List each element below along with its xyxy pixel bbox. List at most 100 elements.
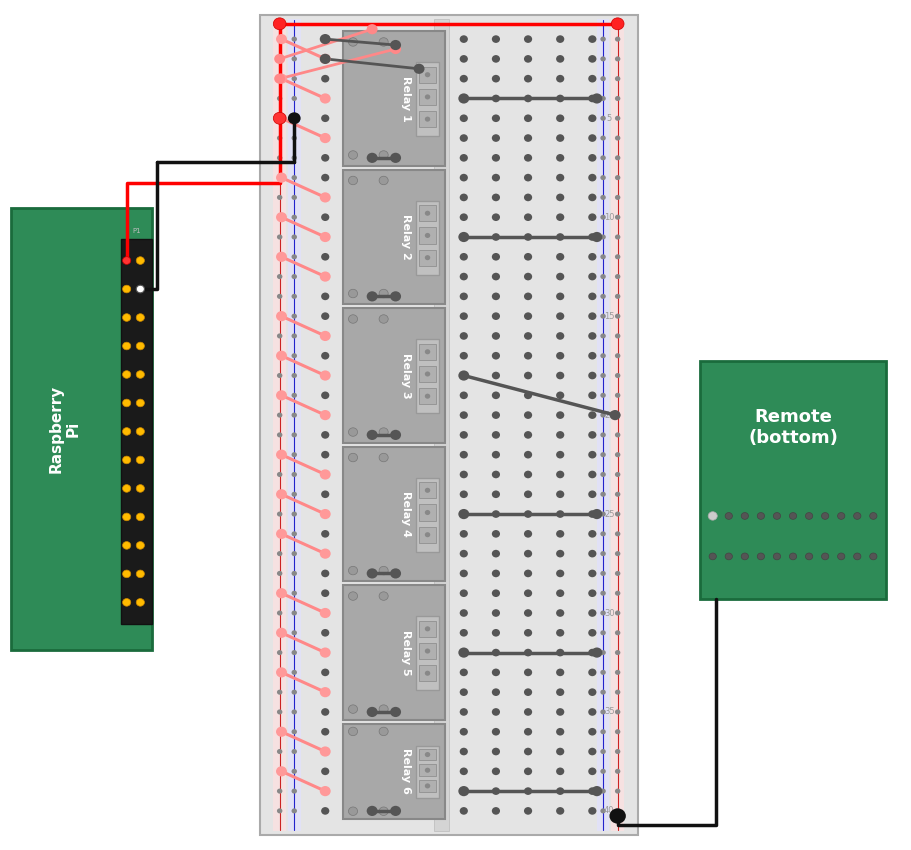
Circle shape — [492, 550, 500, 558]
Circle shape — [458, 648, 469, 658]
Circle shape — [379, 705, 388, 713]
Circle shape — [556, 530, 564, 538]
Bar — [343, 170, 445, 304]
Circle shape — [123, 484, 131, 492]
Circle shape — [368, 570, 376, 577]
Circle shape — [344, 312, 353, 320]
Circle shape — [492, 292, 500, 300]
Circle shape — [589, 134, 597, 142]
Circle shape — [366, 24, 378, 34]
Circle shape — [277, 235, 282, 240]
Circle shape — [368, 332, 376, 340]
Circle shape — [368, 411, 376, 419]
Circle shape — [600, 433, 606, 438]
Circle shape — [368, 808, 376, 814]
Circle shape — [322, 194, 330, 201]
Text: 30: 30 — [604, 609, 615, 617]
Circle shape — [390, 153, 401, 163]
Circle shape — [368, 510, 376, 518]
Circle shape — [137, 343, 145, 350]
Circle shape — [368, 768, 376, 775]
Bar — [121, 239, 152, 624]
Circle shape — [492, 649, 500, 656]
Circle shape — [379, 428, 388, 436]
Circle shape — [292, 412, 297, 417]
Circle shape — [390, 806, 401, 816]
Circle shape — [460, 688, 468, 696]
Circle shape — [277, 710, 282, 715]
Circle shape — [589, 768, 597, 775]
Circle shape — [556, 75, 564, 82]
Circle shape — [556, 55, 564, 63]
Circle shape — [600, 768, 606, 774]
Circle shape — [322, 431, 330, 439]
Circle shape — [276, 588, 287, 598]
Circle shape — [425, 94, 430, 99]
Circle shape — [600, 531, 606, 536]
Circle shape — [556, 253, 564, 261]
Circle shape — [524, 570, 532, 577]
Bar — [273, 19, 286, 831]
Circle shape — [322, 411, 330, 419]
Circle shape — [709, 553, 716, 560]
Circle shape — [615, 373, 620, 378]
Circle shape — [589, 115, 597, 122]
Text: 20: 20 — [402, 411, 413, 420]
Circle shape — [292, 254, 297, 259]
Bar — [700, 361, 886, 599]
Circle shape — [292, 116, 297, 121]
Circle shape — [600, 551, 606, 556]
Circle shape — [390, 40, 401, 50]
Circle shape — [556, 708, 564, 716]
Circle shape — [615, 749, 620, 754]
Circle shape — [556, 649, 564, 656]
Text: 40: 40 — [604, 807, 615, 815]
Circle shape — [615, 591, 620, 596]
Circle shape — [276, 74, 287, 84]
Circle shape — [123, 570, 131, 578]
Circle shape — [368, 649, 376, 656]
Circle shape — [600, 76, 606, 82]
Circle shape — [589, 273, 597, 281]
Circle shape — [322, 688, 330, 696]
Circle shape — [123, 314, 131, 321]
Circle shape — [414, 64, 425, 74]
Circle shape — [322, 213, 330, 221]
Circle shape — [344, 570, 353, 577]
Circle shape — [277, 749, 282, 754]
Circle shape — [392, 253, 400, 261]
Circle shape — [344, 213, 353, 221]
Circle shape — [322, 332, 330, 340]
Circle shape — [556, 768, 564, 775]
Circle shape — [415, 589, 423, 597]
Bar — [419, 388, 436, 405]
Text: Relay 3: Relay 3 — [401, 353, 411, 399]
Bar — [343, 309, 445, 443]
Circle shape — [292, 789, 297, 794]
Circle shape — [288, 112, 301, 124]
Circle shape — [492, 253, 500, 261]
Circle shape — [123, 371, 131, 378]
Circle shape — [460, 411, 468, 419]
Circle shape — [556, 669, 564, 677]
Circle shape — [556, 411, 564, 419]
Circle shape — [524, 550, 532, 558]
Circle shape — [615, 393, 620, 398]
Circle shape — [556, 570, 564, 577]
Circle shape — [368, 173, 376, 181]
Circle shape — [524, 450, 532, 458]
Circle shape — [276, 113, 287, 123]
Circle shape — [322, 115, 330, 122]
Circle shape — [708, 512, 717, 520]
Circle shape — [368, 669, 376, 677]
Circle shape — [600, 116, 606, 121]
Circle shape — [320, 94, 331, 104]
Circle shape — [344, 688, 353, 696]
Circle shape — [415, 787, 423, 795]
Circle shape — [322, 570, 330, 577]
Text: 20: 20 — [604, 411, 615, 420]
Circle shape — [492, 570, 500, 577]
Circle shape — [556, 808, 564, 814]
Circle shape — [322, 173, 330, 181]
Circle shape — [870, 513, 877, 519]
